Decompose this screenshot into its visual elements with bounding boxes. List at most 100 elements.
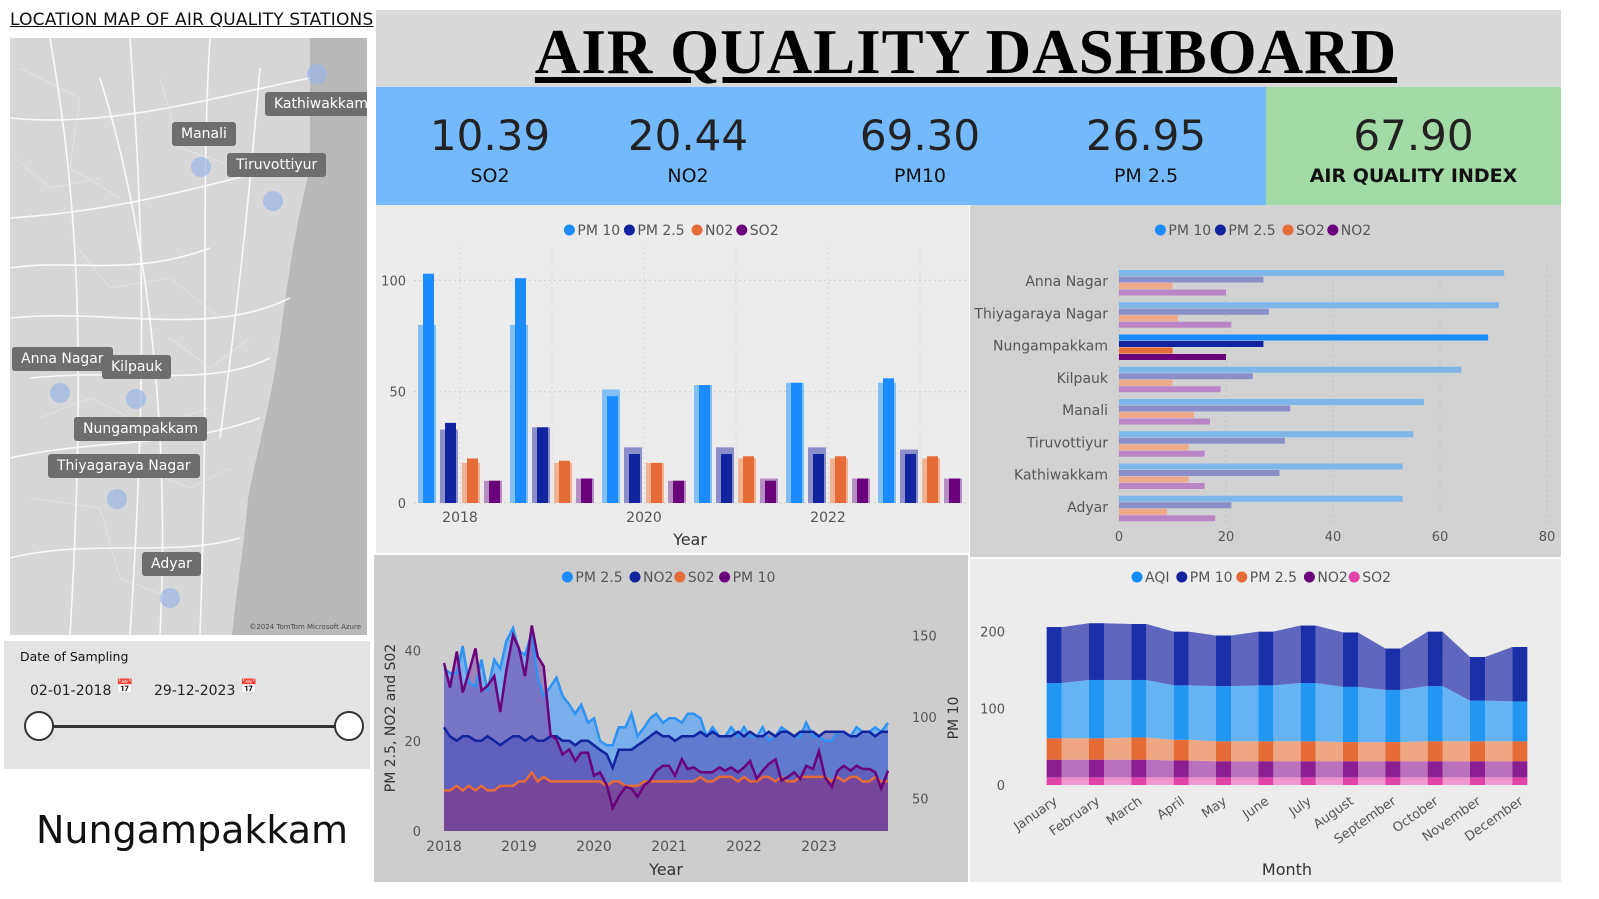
station-dot[interactable] <box>263 191 283 211</box>
legend-marker <box>1214 224 1226 236</box>
x-axis-label: Year <box>648 860 683 879</box>
x-tick-label: 2022 <box>810 510 846 526</box>
kpi-value: 20.44 <box>627 111 749 160</box>
so2-area <box>444 772 888 831</box>
legend-marker <box>623 224 635 236</box>
ribbon <box>1104 777 1132 785</box>
bar <box>949 478 960 503</box>
trend-area-chart[interactable]: PM 2.5 NO2 S02 PM 10 0 20 40 50 100 150 2018 2019 20… <box>374 555 968 882</box>
yearly-bar-chart[interactable]: PM 10 PM 2.5 N02 SO2 0 50 100 2018 2020 2022 Year <box>376 205 969 553</box>
legend-marker <box>1282 224 1294 236</box>
ribbon <box>1231 761 1259 778</box>
bar <box>1119 366 1462 373</box>
map-label-thiyagaraya-nagar[interactable]: Thiyagaraya Nagar <box>48 454 200 478</box>
kpi-value: 26.95 <box>1085 111 1207 160</box>
bar <box>1119 308 1269 315</box>
bar-segment <box>1300 683 1316 742</box>
bar-segment <box>1131 777 1147 785</box>
y-tick-label: Anna Nagar <box>1025 274 1108 290</box>
bar-segment <box>1300 741 1316 762</box>
bar-segment <box>1343 686 1358 743</box>
bar-segment <box>1089 759 1104 778</box>
y2-axis-label: PM 10 <box>946 697 962 740</box>
map-label-manali[interactable]: Manali <box>172 122 236 146</box>
bar-segment <box>1470 741 1485 762</box>
bar <box>1119 412 1194 418</box>
ribbon <box>1273 761 1301 778</box>
map-label-adyar[interactable]: Adyar <box>142 552 201 576</box>
ribbon <box>1400 686 1428 743</box>
bar-segment <box>1470 777 1485 785</box>
kpi-aqi-card: 67.90 AIR QUALITY INDEX <box>1296 111 1531 187</box>
bar <box>581 478 592 503</box>
bar-segment <box>1173 760 1189 778</box>
station-dot[interactable] <box>50 383 70 403</box>
map-label-anna-nagar[interactable]: Anna Nagar <box>12 347 113 371</box>
kpi-pm10: 69.30 PM10 <box>850 111 990 187</box>
station-dot[interactable] <box>191 157 211 177</box>
station-map[interactable]: Kathiwakkam Manali Tiruvottiyur Anna Nag… <box>10 38 367 635</box>
kpi-label: PM 2.5 <box>1113 165 1179 187</box>
date-slider-track[interactable] <box>40 725 348 728</box>
legend-marker <box>629 571 641 583</box>
map-label-kathiwakkam[interactable]: Kathiwakkam <box>265 92 367 116</box>
end-date-input[interactable]: 29-12-2023 <box>154 683 236 699</box>
station-dot[interactable] <box>160 588 180 608</box>
ribbon <box>1273 625 1301 686</box>
ribbon <box>1485 647 1513 702</box>
calendar-icon[interactable]: 📅 <box>240 679 258 695</box>
bar-segment <box>1258 631 1274 686</box>
kpi-pm25: 26.95 PM 2.5 <box>1076 111 1216 187</box>
kpi-aqi: 67.90 AIR QUALITY INDEX <box>1266 87 1561 205</box>
bar <box>1119 315 1178 322</box>
map-label-nungampakkam[interactable]: Nungampakkam <box>74 417 207 441</box>
legend-label: SO2 <box>750 223 779 239</box>
bar <box>1119 276 1264 283</box>
no2-line <box>442 726 888 772</box>
station-dot[interactable] <box>126 389 146 409</box>
bar <box>629 454 640 503</box>
bar <box>1119 495 1403 502</box>
ribbon <box>1061 777 1089 785</box>
bar-segment <box>1089 738 1104 760</box>
bar <box>1119 450 1205 457</box>
x-tick-label: 2022 <box>726 839 762 855</box>
legend-label: PM 10 <box>733 570 776 586</box>
station-dot[interactable] <box>307 64 327 84</box>
x-axis-label: Year <box>672 530 707 549</box>
bar <box>489 480 500 503</box>
bar-segment <box>1216 761 1231 778</box>
bar-segment <box>1046 738 1062 760</box>
y-tick-label: 0 <box>413 825 421 840</box>
bar <box>1119 418 1210 425</box>
ribbon <box>1146 624 1174 686</box>
ribbon <box>1061 738 1089 760</box>
x-tick-label: 2018 <box>426 839 462 855</box>
ribbon <box>1315 625 1343 687</box>
y2-tick-label: 100 <box>912 711 937 726</box>
slider-end-handle[interactable] <box>334 711 364 741</box>
bar <box>1119 373 1253 380</box>
y-tick-label: 0 <box>398 497 406 512</box>
ribbon <box>1485 761 1513 778</box>
station-bar-chart[interactable]: PM 10 PM 2.5 SO2 NO2 0 20 40 60 80 Anna Nagar Thiy… <box>970 205 1561 557</box>
bar-segment <box>1343 632 1358 687</box>
start-date-input[interactable]: 02-01-2018 <box>30 683 112 699</box>
slider-start-handle[interactable] <box>24 711 54 741</box>
legend-marker <box>736 224 748 236</box>
ribbon <box>1104 679 1132 739</box>
bar <box>1119 444 1189 451</box>
calendar-icon[interactable]: 📅 <box>116 679 134 695</box>
pm10-line <box>442 625 890 812</box>
station-dot[interactable] <box>107 489 127 509</box>
bar <box>1119 302 1499 309</box>
bar <box>857 478 868 503</box>
bar-segment <box>1385 777 1401 785</box>
map-label-kilpauk[interactable]: Kilpauk <box>102 355 172 379</box>
bar <box>1119 463 1403 470</box>
ribbon <box>1442 631 1470 701</box>
monthly-ribbon-chart[interactable]: AQI PM 10 PM 2.5 NO2 SO20100200JanuaryFebrua… <box>970 559 1561 882</box>
ribbon <box>1400 741 1428 762</box>
map-label-tiruvottiyur[interactable]: Tiruvottiyur <box>227 153 327 177</box>
bar-segment <box>1343 742 1358 762</box>
